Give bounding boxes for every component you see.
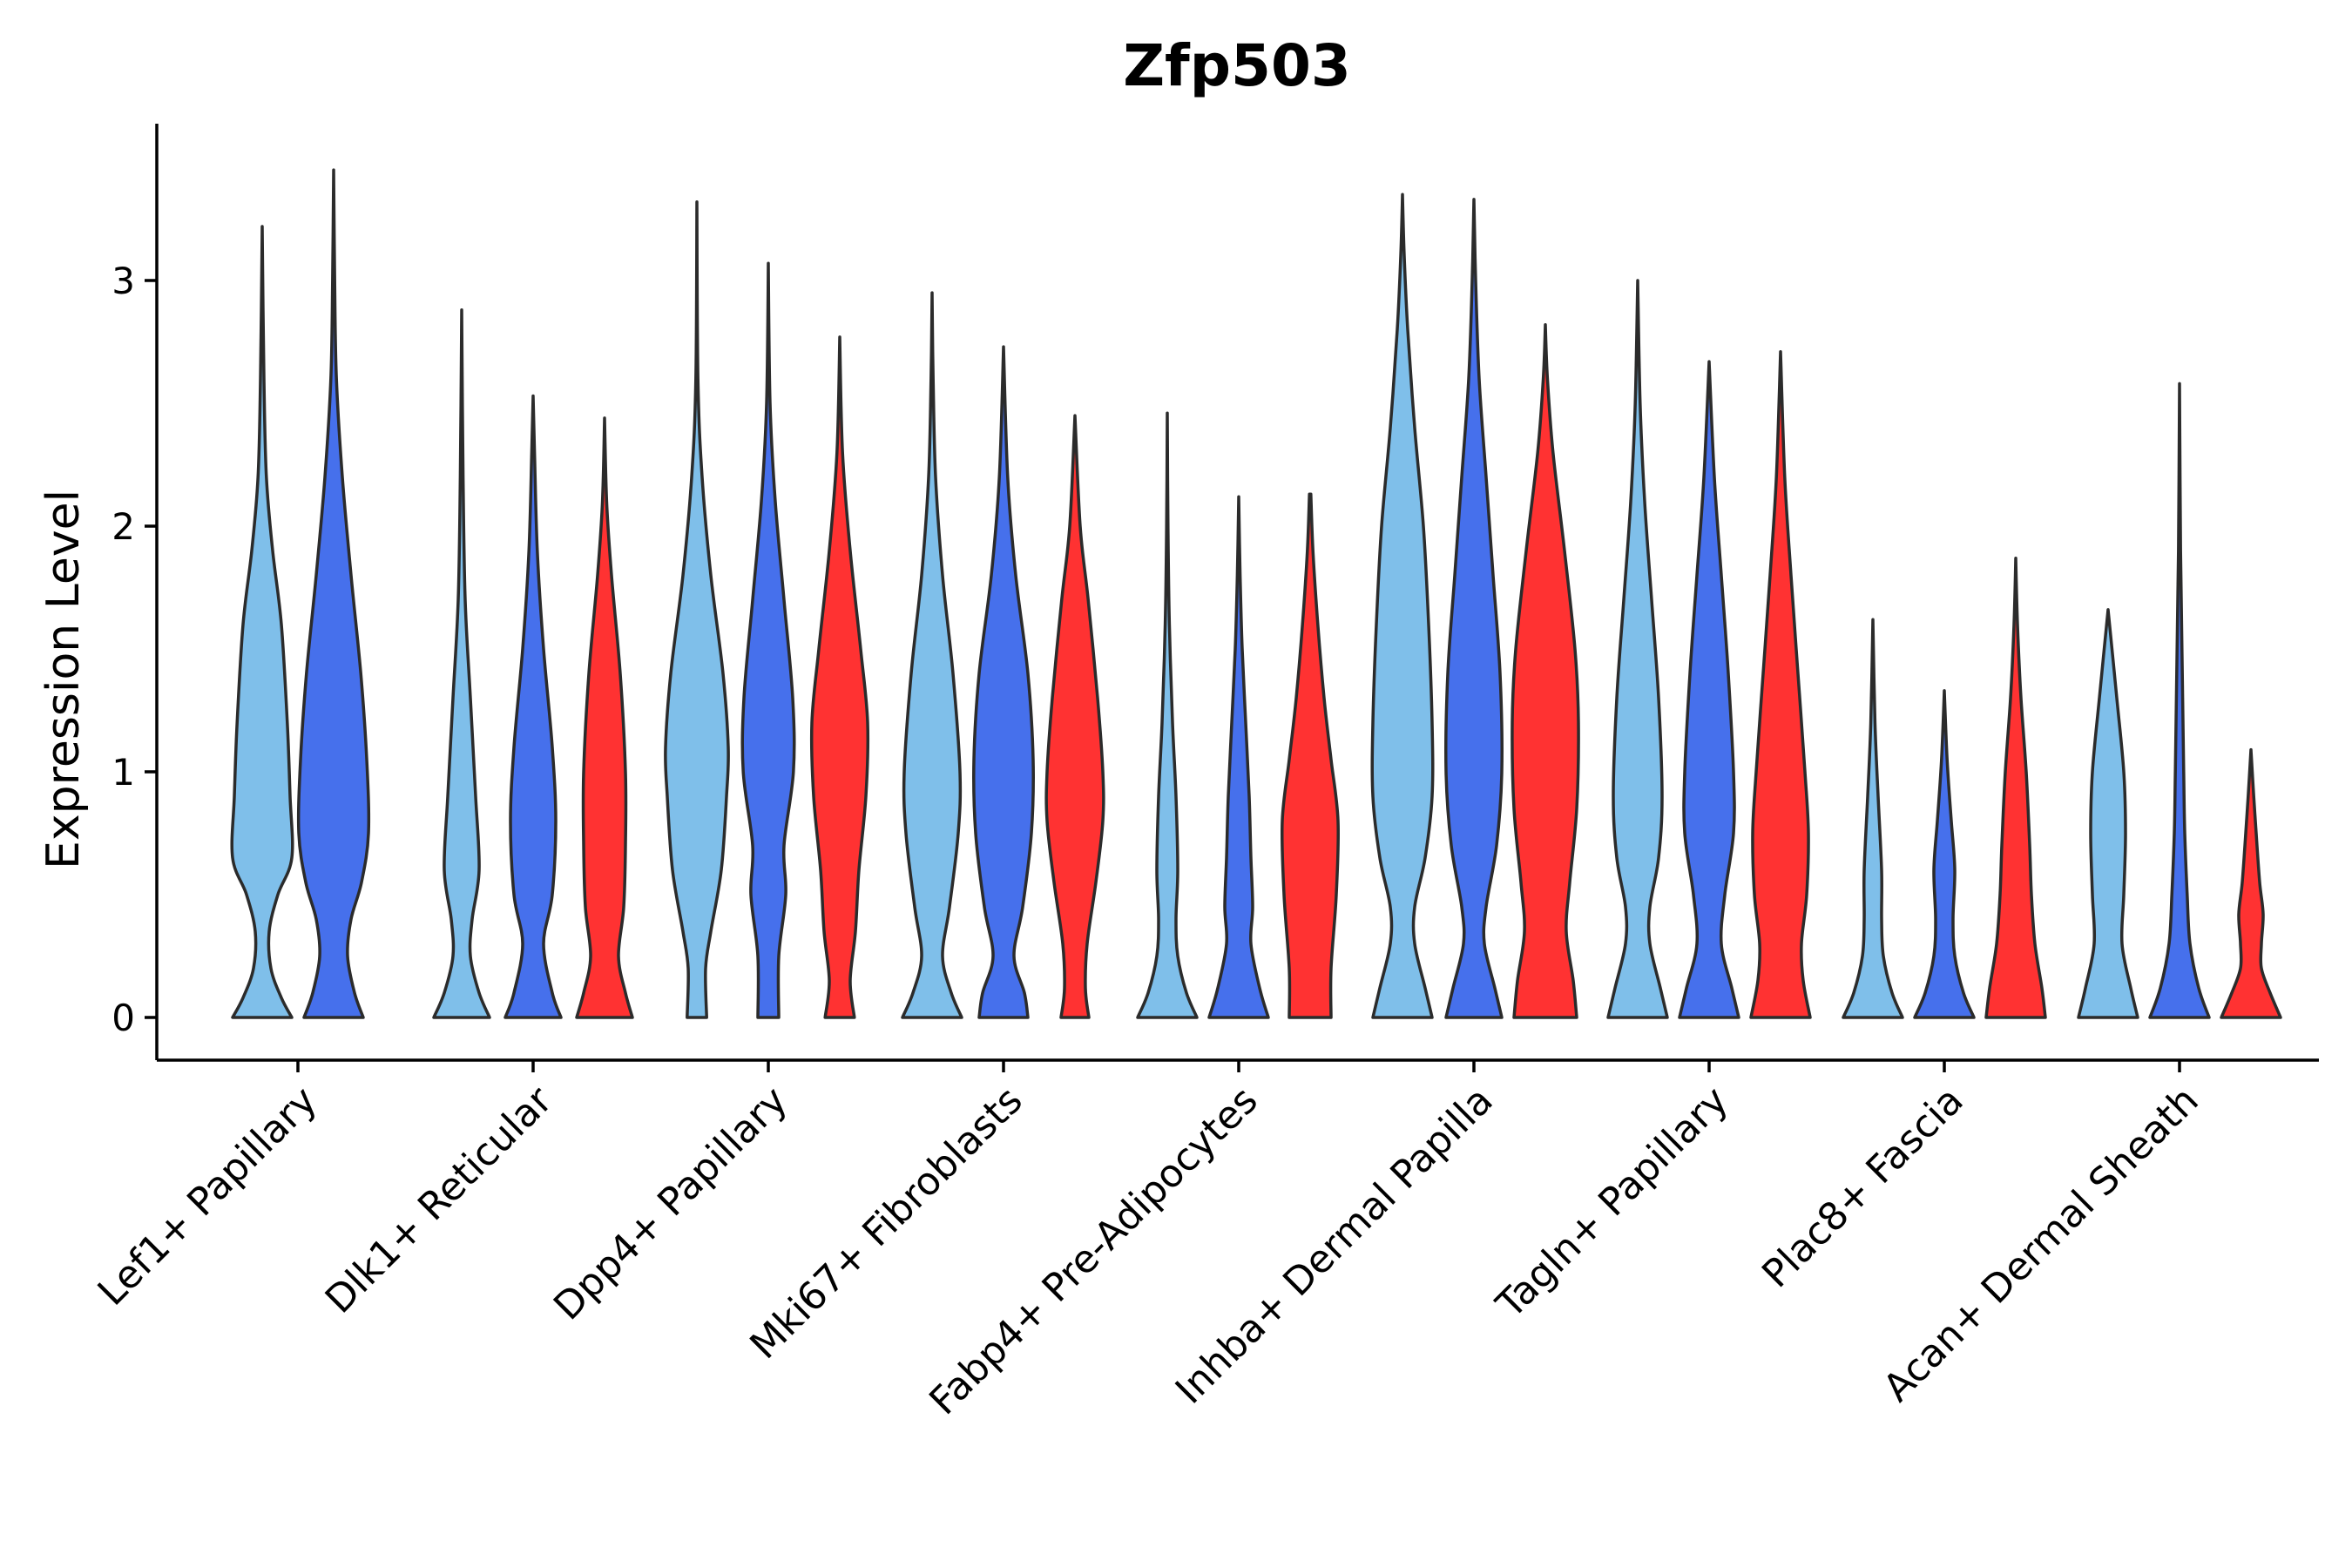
y-axis-label: Expression Level xyxy=(37,490,90,869)
chart-title: Zfp503 xyxy=(1123,32,1351,99)
violin-4-blue xyxy=(971,345,1036,1019)
violin-8-blue xyxy=(1913,689,1976,1019)
violin-5-light-blue xyxy=(1136,411,1199,1019)
violin-2-red xyxy=(575,416,634,1019)
violin-9-red xyxy=(2220,747,2282,1019)
y-tick-label: 0 xyxy=(112,997,135,1039)
violin-6-light-blue xyxy=(1370,193,1435,1019)
violin-layer xyxy=(230,168,2282,1019)
violin-7-blue xyxy=(1678,360,1740,1019)
x-tick-label: Lef1+ Papillary xyxy=(90,1078,326,1315)
y-tick-label: 2 xyxy=(112,505,135,548)
violin-1-blue xyxy=(296,168,371,1019)
violin-5-blue xyxy=(1207,495,1270,1019)
x-tick-label: Plac8+ Fascia xyxy=(1754,1078,1972,1297)
violin-7-light-blue xyxy=(1606,279,1669,1019)
y-ticks: 0 1 2 3 xyxy=(112,260,157,1039)
y-tick-label: 1 xyxy=(112,751,135,794)
violin-9-blue xyxy=(2148,382,2211,1019)
violin-6-red xyxy=(1511,323,1580,1019)
violin-7-red xyxy=(1749,350,1812,1019)
violin-3-red xyxy=(809,335,870,1019)
y-tick-label: 3 xyxy=(112,260,135,302)
x-tick-label: Tagln+ Papillary xyxy=(1488,1078,1737,1328)
violin-2-light-blue xyxy=(432,308,491,1019)
x-tick-label: Dlk1+ Reticular xyxy=(317,1078,562,1322)
x-tick-label: Dpp4+ Papillary xyxy=(545,1078,796,1329)
violin-8-red xyxy=(1984,556,2047,1019)
violin-4-red xyxy=(1044,414,1105,1019)
violin-2-blue xyxy=(504,394,563,1019)
violin-3-light-blue xyxy=(664,200,730,1019)
violin-5-red xyxy=(1280,492,1341,1019)
violin-1-light-blue xyxy=(230,225,294,1019)
violin-3-blue xyxy=(740,261,796,1019)
violin-8-light-blue xyxy=(1842,618,1904,1019)
violin-4-light-blue xyxy=(901,291,963,1019)
violin-9-light-blue xyxy=(2077,608,2139,1019)
violin-6-blue xyxy=(1444,198,1504,1019)
